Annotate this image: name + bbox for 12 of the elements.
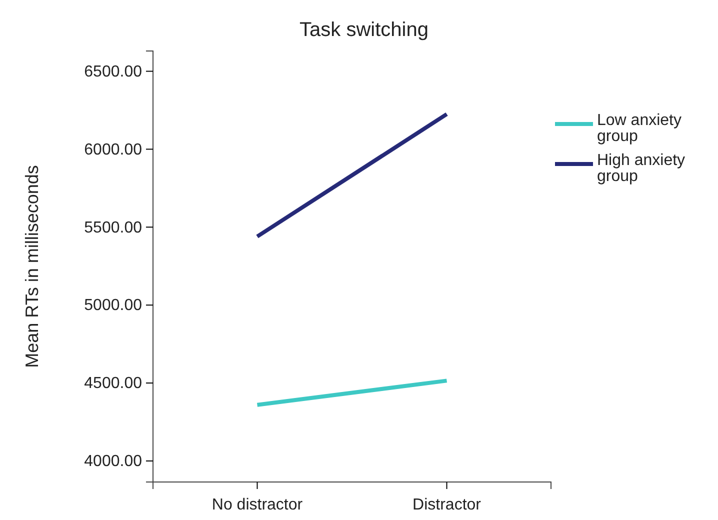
y-tick-label: 5000.00 bbox=[84, 297, 142, 314]
y-tick-label: 6000.00 bbox=[84, 141, 142, 158]
y-axis-title: Mean RTs in milliseconds bbox=[22, 165, 42, 368]
chart-title: Task switching bbox=[300, 19, 428, 41]
y-tick-label: 4500.00 bbox=[84, 375, 142, 392]
legend-label: High anxiety group bbox=[597, 152, 686, 185]
x-tick-label: Distractor bbox=[412, 496, 482, 514]
x-tick-label: No distractor bbox=[212, 496, 304, 514]
legend-label: Low anxiety group bbox=[597, 112, 682, 145]
y-tick-label: 6500.00 bbox=[84, 63, 142, 80]
y-tick-label: 5500.00 bbox=[84, 219, 142, 236]
y-tick-label: 4000.00 bbox=[84, 453, 142, 470]
